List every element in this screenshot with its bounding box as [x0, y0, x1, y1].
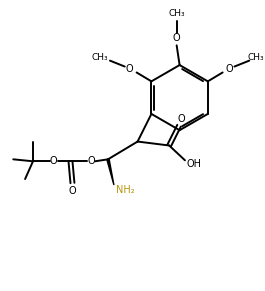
Text: O: O	[177, 114, 185, 124]
Text: O: O	[50, 156, 58, 166]
Text: O: O	[87, 156, 95, 166]
Text: O: O	[226, 63, 233, 74]
Text: O: O	[126, 63, 134, 74]
Text: NH₂: NH₂	[116, 185, 135, 195]
Text: O: O	[69, 186, 76, 196]
Text: CH₃: CH₃	[92, 53, 108, 62]
Text: OH: OH	[186, 159, 201, 169]
Text: O: O	[173, 33, 180, 43]
Text: CH₃: CH₃	[168, 9, 185, 18]
Text: CH₃: CH₃	[248, 53, 264, 62]
Polygon shape	[107, 159, 114, 185]
